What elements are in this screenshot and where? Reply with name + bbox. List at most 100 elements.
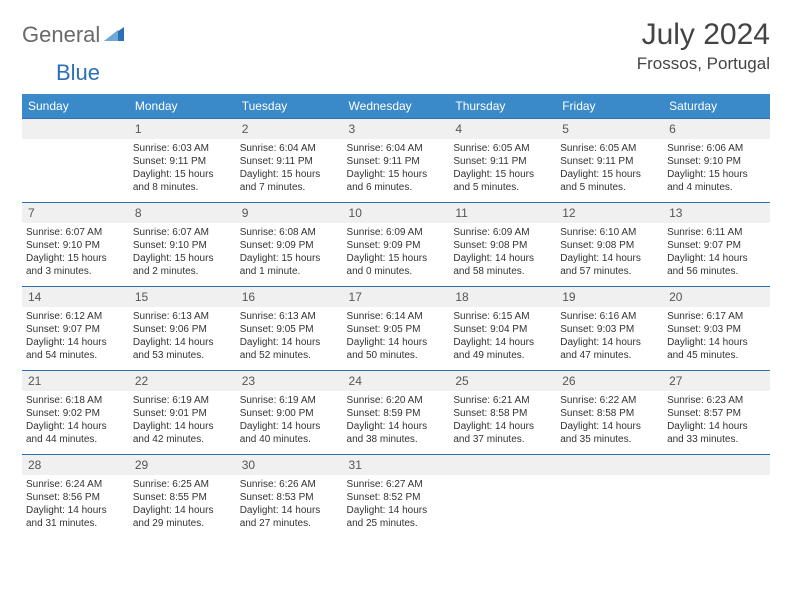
day-number: 5: [562, 122, 569, 136]
day-number: 19: [562, 290, 575, 304]
day-info-line: Daylight: 15 hours: [26, 252, 125, 265]
day-info-line: Daylight: 14 hours: [560, 252, 659, 265]
day-info-line: Sunset: 8:55 PM: [133, 491, 232, 504]
day-number: 18: [455, 290, 468, 304]
day-info-line: and 31 minutes.: [26, 517, 125, 530]
month-title: July 2024: [637, 18, 770, 52]
week-content-row: Sunrise: 6:18 AMSunset: 9:02 PMDaylight:…: [22, 391, 770, 455]
day-info-line: and 3 minutes.: [26, 265, 125, 278]
day-info-line: and 44 minutes.: [26, 433, 125, 446]
day-number: 30: [242, 458, 255, 472]
day-info-line: Sunrise: 6:05 AM: [453, 142, 552, 155]
day-number: 20: [669, 290, 682, 304]
day-cell: Sunrise: 6:14 AMSunset: 9:05 PMDaylight:…: [343, 307, 450, 371]
day-cell: Sunrise: 6:20 AMSunset: 8:59 PMDaylight:…: [343, 391, 450, 455]
day-info-line: Sunset: 8:58 PM: [560, 407, 659, 420]
day-info-line: Sunrise: 6:10 AM: [560, 226, 659, 239]
day-number-cell: 7: [22, 203, 129, 224]
day-info-line: Daylight: 14 hours: [347, 420, 446, 433]
day-cell: Sunrise: 6:13 AMSunset: 9:05 PMDaylight:…: [236, 307, 343, 371]
day-info-line: Sunset: 9:11 PM: [560, 155, 659, 168]
day-number: 24: [349, 374, 362, 388]
location-label: Frossos, Portugal: [637, 54, 770, 74]
day-number-cell: 2: [236, 119, 343, 140]
day-info-line: Sunset: 8:56 PM: [26, 491, 125, 504]
day-number-cell: 14: [22, 287, 129, 308]
day-number-cell: 9: [236, 203, 343, 224]
day-number-cell: 30: [236, 455, 343, 476]
day-cell: Sunrise: 6:10 AMSunset: 9:08 PMDaylight:…: [556, 223, 663, 287]
dow-header-cell: Thursday: [449, 94, 556, 119]
day-info-line: Sunset: 9:08 PM: [453, 239, 552, 252]
day-number-cell: 13: [663, 203, 770, 224]
day-info-line: Sunrise: 6:09 AM: [347, 226, 446, 239]
day-number-cell: 25: [449, 371, 556, 392]
day-info-line: Sunset: 9:10 PM: [667, 155, 766, 168]
day-cell: Sunrise: 6:04 AMSunset: 9:11 PMDaylight:…: [343, 139, 450, 203]
day-info-line: Sunrise: 6:13 AM: [133, 310, 232, 323]
day-number: 27: [669, 374, 682, 388]
day-cell: Sunrise: 6:17 AMSunset: 9:03 PMDaylight:…: [663, 307, 770, 371]
day-number: 12: [562, 206, 575, 220]
day-number-cell: 8: [129, 203, 236, 224]
day-number-cell: 28: [22, 455, 129, 476]
day-number-cell: 21: [22, 371, 129, 392]
day-info-line: Daylight: 15 hours: [347, 168, 446, 181]
calendar-page: General July 2024 Frossos, Portugal Blue…: [0, 0, 792, 548]
day-info-line: and 56 minutes.: [667, 265, 766, 278]
day-info-line: and 37 minutes.: [453, 433, 552, 446]
day-info-line: Daylight: 14 hours: [26, 336, 125, 349]
day-info-line: Sunset: 9:11 PM: [240, 155, 339, 168]
day-info-line: Sunrise: 6:16 AM: [560, 310, 659, 323]
day-info-line: Sunrise: 6:03 AM: [133, 142, 232, 155]
day-info-line: and 52 minutes.: [240, 349, 339, 362]
week-daynum-row: 28293031: [22, 455, 770, 476]
day-info-line: Sunset: 9:11 PM: [133, 155, 232, 168]
day-info-line: Sunrise: 6:07 AM: [133, 226, 232, 239]
day-cell: Sunrise: 6:06 AMSunset: 9:10 PMDaylight:…: [663, 139, 770, 203]
day-info-line: Sunrise: 6:11 AM: [667, 226, 766, 239]
day-info-line: Sunrise: 6:12 AM: [26, 310, 125, 323]
day-info-line: Daylight: 15 hours: [133, 252, 232, 265]
day-info-line: Daylight: 14 hours: [240, 504, 339, 517]
day-info-line: and 40 minutes.: [240, 433, 339, 446]
day-info-line: Daylight: 14 hours: [240, 336, 339, 349]
day-number-cell: 26: [556, 371, 663, 392]
day-info-line: Daylight: 14 hours: [560, 420, 659, 433]
day-info-line: Sunrise: 6:08 AM: [240, 226, 339, 239]
day-cell: [22, 139, 129, 203]
day-info-line: Sunrise: 6:17 AM: [667, 310, 766, 323]
day-number-cell: 23: [236, 371, 343, 392]
day-number-cell: 16: [236, 287, 343, 308]
day-number: 1: [135, 122, 142, 136]
day-info-line: Sunset: 9:03 PM: [560, 323, 659, 336]
day-info-line: Daylight: 15 hours: [133, 168, 232, 181]
day-cell: Sunrise: 6:21 AMSunset: 8:58 PMDaylight:…: [449, 391, 556, 455]
day-info-line: and 27 minutes.: [240, 517, 339, 530]
day-info-line: and 29 minutes.: [133, 517, 232, 530]
day-info-line: Sunrise: 6:04 AM: [347, 142, 446, 155]
day-info-line: Sunrise: 6:06 AM: [667, 142, 766, 155]
day-number-cell: 5: [556, 119, 663, 140]
day-cell: Sunrise: 6:16 AMSunset: 9:03 PMDaylight:…: [556, 307, 663, 371]
day-info-line: and 38 minutes.: [347, 433, 446, 446]
dow-header-cell: Saturday: [663, 94, 770, 119]
week-content-row: Sunrise: 6:03 AMSunset: 9:11 PMDaylight:…: [22, 139, 770, 203]
day-number-cell: 6: [663, 119, 770, 140]
day-number: 3: [349, 122, 356, 136]
day-info-line: and 6 minutes.: [347, 181, 446, 194]
day-info-line: Sunrise: 6:04 AM: [240, 142, 339, 155]
day-info-line: and 5 minutes.: [560, 181, 659, 194]
day-info-line: Daylight: 14 hours: [133, 420, 232, 433]
day-info-line: and 1 minute.: [240, 265, 339, 278]
day-info-line: Daylight: 14 hours: [240, 420, 339, 433]
day-number-cell: 15: [129, 287, 236, 308]
day-info-line: Daylight: 15 hours: [667, 168, 766, 181]
day-number: 22: [135, 374, 148, 388]
day-number-cell: [22, 119, 129, 140]
day-info-line: Sunset: 9:00 PM: [240, 407, 339, 420]
day-cell: Sunrise: 6:09 AMSunset: 9:08 PMDaylight:…: [449, 223, 556, 287]
day-info-line: Sunrise: 6:19 AM: [133, 394, 232, 407]
day-info-line: Sunrise: 6:26 AM: [240, 478, 339, 491]
day-info-line: Sunrise: 6:25 AM: [133, 478, 232, 491]
